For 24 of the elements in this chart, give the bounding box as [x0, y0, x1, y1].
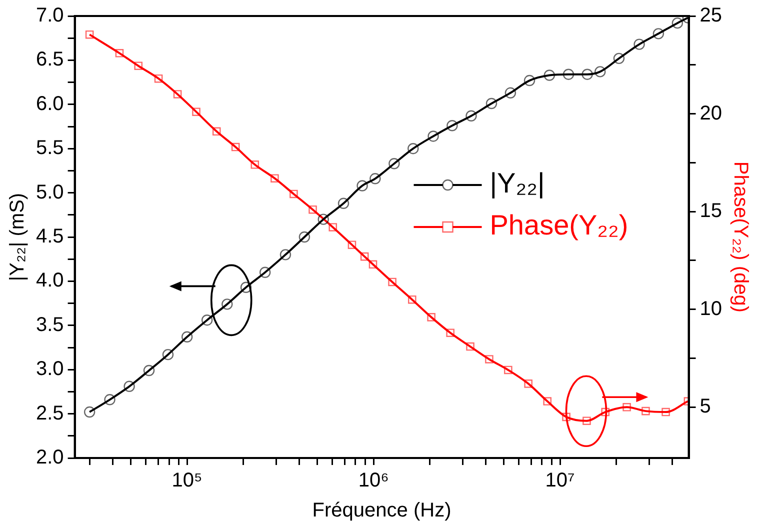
y-tick-label: 6.0 [36, 92, 64, 115]
y-tick-label: 5.0 [36, 181, 64, 204]
y-tick-label: 7.0 [36, 4, 64, 27]
y-tick-label: 4.0 [36, 270, 64, 292]
y2-tick-label: 25 [700, 4, 722, 27]
y-tick-label: 6.5 [36, 48, 64, 71]
y-tick-label: 2.5 [36, 402, 64, 424]
y2-tick-label: 5 [700, 396, 711, 418]
x-tick-label: 10⁷ [545, 470, 575, 492]
x-axis-title: Fréquence (Hz) [312, 500, 452, 522]
y2-axis-title: Phase(Y₂₂) (deg) [729, 161, 752, 313]
y2-tick-label: 20 [700, 102, 722, 124]
y-tick-label: 2.0 [36, 446, 64, 469]
y-tick-label: 4.5 [36, 226, 64, 248]
x-tick-label: 10⁵ [172, 470, 202, 492]
y-tick-label: 5.5 [36, 137, 64, 160]
y-axis-title: |Y₂₂| (mS) [6, 192, 29, 282]
legend-label: Phase(Y₂₂) [490, 210, 628, 241]
x-tick-label: 10⁶ [358, 470, 389, 492]
y2-tick-label: 15 [700, 200, 722, 222]
y-tick-label: 3.5 [36, 314, 64, 336]
legend-label: |Y₂₂| [490, 168, 545, 199]
y2-tick-label: 10 [700, 298, 722, 320]
y-tick-label: 3.0 [36, 358, 64, 380]
